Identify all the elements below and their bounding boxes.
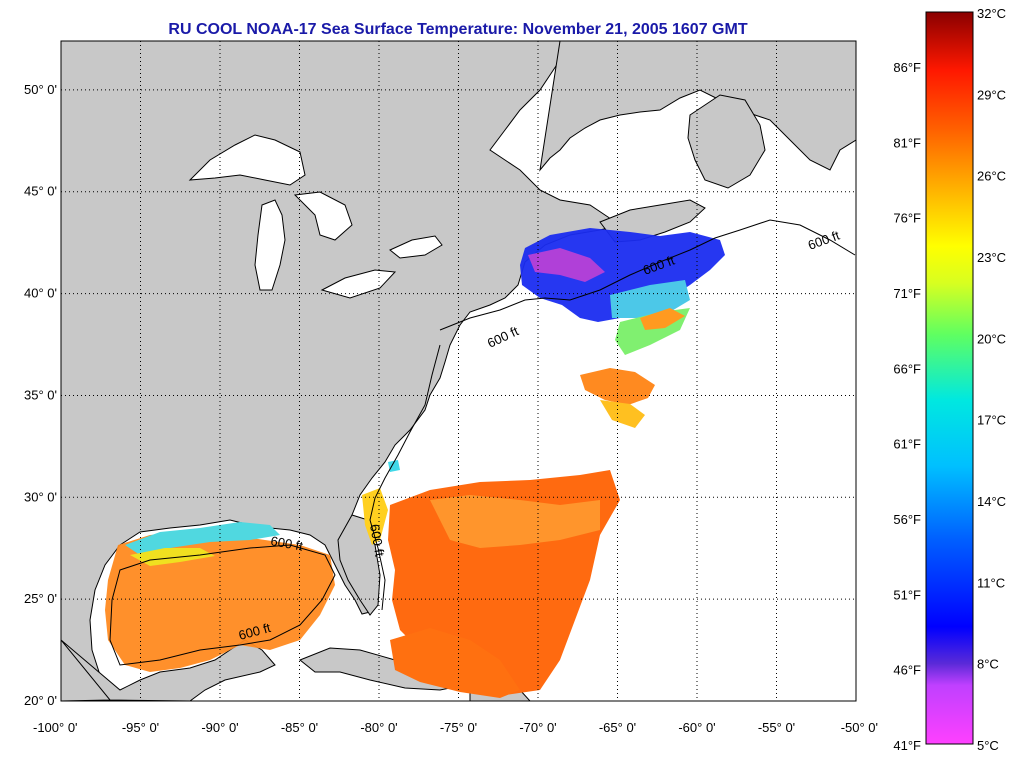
sst-patch-maine-coast xyxy=(528,248,605,282)
sst-patch-gulf-of-mexico xyxy=(105,532,335,672)
colorbar-fahrenheit-label: 71°F xyxy=(893,286,921,301)
sst-patch-gulf-north-coast xyxy=(125,522,280,555)
colorbar-celsius-label: 26°C xyxy=(977,169,1006,184)
colorbar-celsius-label: 11°C xyxy=(977,575,1005,590)
sst-patch-gulf-yellow xyxy=(130,548,215,566)
colorbar-fahrenheit-label: 51°F xyxy=(893,587,921,602)
colorbar-labels: 32°C 29°C 26°C 23°C 20°C 17°C 14°C 11°C 8°C 5°C 86… xyxy=(893,6,1006,753)
colorbar-celsius-label: 23°C xyxy=(977,250,1006,265)
lat-tick-label: 35° 0' xyxy=(24,387,57,402)
lat-tick-label: 25° 0' xyxy=(24,591,57,606)
lon-tick-label: -70° 0' xyxy=(519,720,556,735)
lon-tick-label: -55° 0' xyxy=(758,720,795,735)
lon-tick-label: -80° 0' xyxy=(360,720,397,735)
colorbar-fahrenheit-label: 61°F xyxy=(893,437,921,452)
colorbar-celsius-label: 5°C xyxy=(977,738,999,753)
colorbar-celsius-label: 32°C xyxy=(977,6,1006,21)
colorbar-celsius-label: 29°C xyxy=(977,87,1006,102)
lake-huron xyxy=(293,191,353,241)
isobath-600ft-south xyxy=(369,344,441,611)
lat-tick-label: 40° 0' xyxy=(24,286,57,301)
colorbar-celsius-label: 17°C xyxy=(977,413,1006,428)
lake-erie xyxy=(320,269,397,299)
colorbar-fahrenheit-label: 46°F xyxy=(893,663,921,678)
land-newfoundland xyxy=(687,94,766,189)
sst-patch-florida-coast xyxy=(362,488,388,545)
lon-tick-label: -100° 0' xyxy=(33,720,78,735)
isobath-600ft xyxy=(439,219,856,331)
map-frame xyxy=(60,40,857,702)
sst-patch-gulf-of-maine xyxy=(520,228,725,322)
isobath-label: 600 ft xyxy=(269,533,304,553)
isobath-label: 600 ft xyxy=(367,523,387,558)
sst-patch-gulf-stream-a xyxy=(580,368,655,405)
lon-tick-label: -60° 0' xyxy=(678,720,715,735)
colorbar xyxy=(925,11,974,745)
colorbar-fahrenheit-label: 66°F xyxy=(893,361,921,376)
lake-michigan xyxy=(254,199,286,291)
lat-tick-label: 50° 0' xyxy=(24,82,57,97)
lake-superior xyxy=(188,134,306,186)
colorbar-celsius-label: 14°C xyxy=(977,494,1006,509)
colorbar-fahrenheit-label: 81°F xyxy=(893,135,921,150)
colorbar-celsius-label: 20°C xyxy=(977,331,1006,346)
lon-tick-label: -50° 0' xyxy=(841,720,878,735)
lon-tick-label: -65° 0' xyxy=(599,720,636,735)
sst-patch-shelf-orange xyxy=(640,308,685,330)
lon-tick-label: -95° 0' xyxy=(122,720,159,735)
colorbar-fahrenheit-label: 86°F xyxy=(893,60,921,75)
lake-ontario xyxy=(389,235,443,259)
lon-tick-label: -75° 0' xyxy=(440,720,477,735)
map-gridlines: 50° 0' 45° 0' 40° 0' 35° 0' 30° 0' 25° 0' 20° … xyxy=(24,41,878,735)
lat-tick-label: 20° 0' xyxy=(24,693,57,708)
sst-patch-caribbean xyxy=(390,628,520,698)
colorbar-fahrenheit-label: 41°F xyxy=(893,738,921,753)
lat-tick-label: 30° 0' xyxy=(24,489,57,504)
lat-tick-label: 45° 0' xyxy=(24,184,57,199)
map-title: RU COOL NOAA-17 Sea Surface Temperature:… xyxy=(168,21,748,38)
lon-tick-label: -90° 0' xyxy=(201,720,238,735)
land-north-america xyxy=(61,41,622,701)
sst-patch-carolina-cyan xyxy=(388,460,400,472)
colorbar-celsius-label: 8°C xyxy=(977,657,999,672)
lon-tick-label: -85° 0' xyxy=(281,720,318,735)
colorbar-fahrenheit-label: 76°F xyxy=(893,211,921,226)
colorbar-fahrenheit-label: 56°F xyxy=(893,512,921,527)
sst-patch-atlantic-orange xyxy=(430,495,600,548)
sst-patch-gulf-stream-b xyxy=(600,400,645,428)
